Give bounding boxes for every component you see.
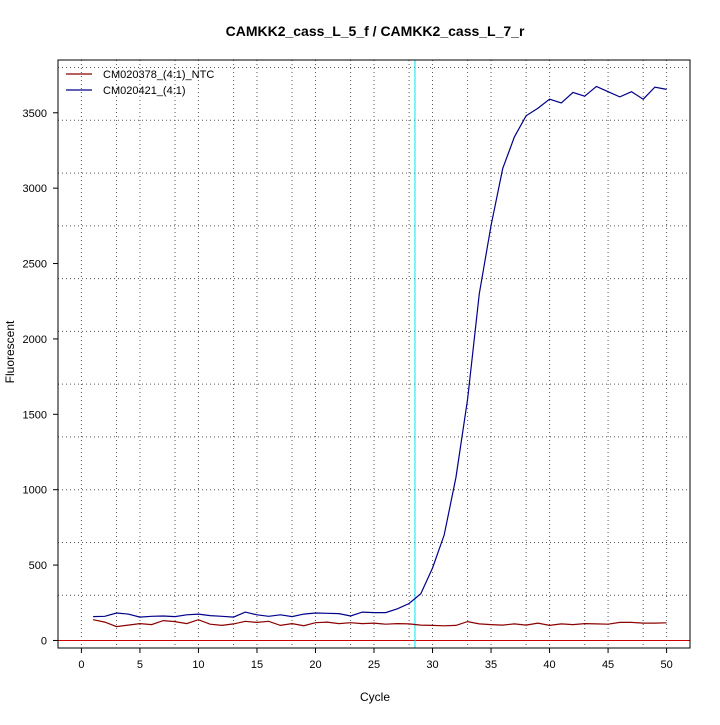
x-tick-label: 35 — [485, 659, 497, 671]
x-tick-label: 40 — [543, 659, 555, 671]
x-tick-label: 15 — [251, 659, 263, 671]
x-tick-label: 0 — [78, 659, 84, 671]
x-tick-label: 20 — [309, 659, 321, 671]
grid — [58, 60, 690, 649]
legend: CM020378_(4:1)_NTC CM020421_(4:1) — [66, 69, 214, 97]
y-tick-label: 3500 — [23, 108, 47, 120]
y-axis-label: Fluorescent — [3, 320, 17, 383]
x-axis: 0 5 10 15 20 25 30 35 40 45 50 — [78, 648, 673, 671]
y-tick-label: 2000 — [23, 334, 47, 346]
legend-label: CM020421_(4:1) — [103, 85, 186, 97]
x-tick-label: 30 — [426, 659, 438, 671]
y-tick-label: 3000 — [23, 183, 47, 195]
y-tick-label: 500 — [29, 560, 47, 572]
reference-lines — [58, 60, 690, 648]
x-tick-label: 25 — [368, 659, 380, 671]
legend-label: CM020378_(4:1)_NTC — [103, 69, 214, 81]
x-axis-label: Cycle — [360, 690, 390, 704]
x-tick-label: 45 — [602, 659, 614, 671]
series-line-2 — [93, 85, 667, 618]
series-lines — [92, 85, 667, 628]
y-tick-label: 0 — [41, 635, 47, 647]
x-tick-label: 10 — [192, 659, 204, 671]
x-tick-label: 50 — [660, 659, 672, 671]
chart-title: CAMKK2_cass_L_5_f / CAMKK2_cass_L_7_r — [226, 23, 525, 39]
y-tick-label: 1500 — [23, 409, 47, 421]
x-tick-label: 5 — [137, 659, 143, 671]
y-tick-label: 2500 — [23, 259, 47, 271]
series-line-1 — [92, 619, 667, 628]
y-tick-label: 1000 — [23, 485, 47, 497]
y-axis: 0 500 1000 1500 2000 2500 3000 3500 — [23, 108, 58, 647]
